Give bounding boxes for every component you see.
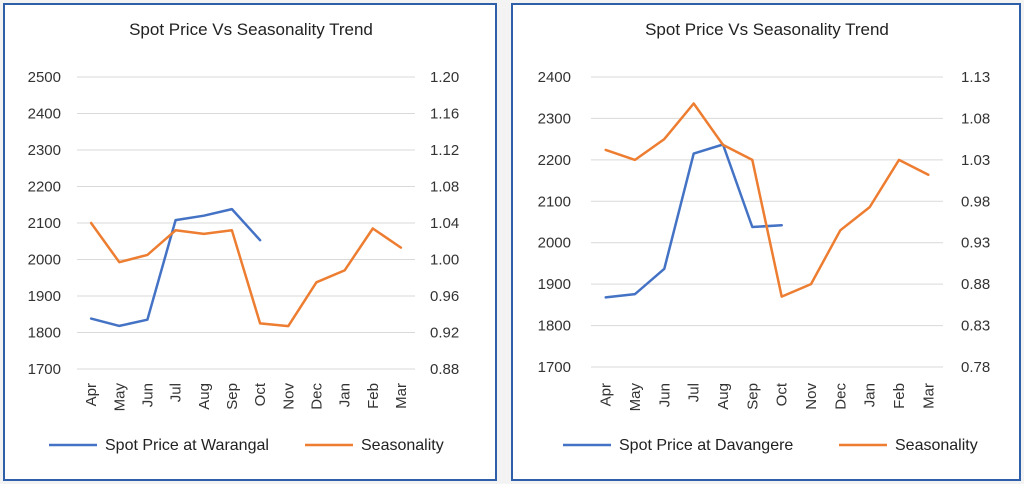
x-axis-tick-label: Oct [252,382,269,406]
x-axis-tick-label: Aug [196,383,213,410]
left-axis-tick-label: 1800 [28,325,61,342]
left-axis-tick-label: 2000 [28,252,61,269]
right-axis-tick-label: 0.96 [430,288,459,305]
x-axis-tick-label: May [111,383,128,412]
right-axis-tick-label: 1.08 [430,179,459,196]
right-axis-tick-label: 0.78 [961,359,990,376]
right-axis-tick-label: 0.98 [961,193,990,210]
left-axis-tick-label: 1700 [538,359,571,376]
x-axis-tick-label: Feb [365,383,382,409]
left-axis-tick-label: 1800 [538,318,571,335]
left-axis-tick-label: 2200 [538,152,571,169]
x-axis-tick-label: Dec [308,383,325,410]
right-axis-tick-label: 1.04 [430,215,459,232]
series-line-spot-price [89,207,262,328]
right-axis-tick-label: 1.20 [430,69,459,86]
x-axis-tick-label: Sep [744,383,761,410]
legend-label: Spot Price at Davangere [619,437,793,454]
chart-panel-davangere: Spot Price Vs Seasonality Trend 1700 1800 1… [511,3,1021,481]
x-axis-tick-label: May [627,383,644,412]
legend-label: Spot Price at Warangal [105,437,269,454]
chart-title: Spot Price Vs Seasonality Trend [129,20,373,39]
x-axis-tick-label: Feb [891,383,908,409]
left-axis-tick-label: 1700 [28,361,61,378]
x-axis-tick-label: Jul [168,383,185,402]
left-axis-tick-label: 2300 [538,110,571,127]
right-axis-tick-label: 1.03 [961,152,990,169]
left-axis-tick-label: 2000 [538,235,571,252]
x-axis-tick-label: Jan [337,383,354,407]
right-axis-tick-label: 0.92 [430,325,459,342]
x-axis-tick-label: Oct [774,382,791,406]
x-axis-tick-label: Jun [656,383,673,407]
x-axis-tick-label: Apr [598,383,615,406]
left-axis-tick-label: 2100 [28,215,61,232]
right-axis-tick-label: 1.12 [430,142,459,159]
x-axis-tick-label: Sep [224,383,241,410]
left-axis-tick-label: 2300 [28,142,61,159]
x-axis-tick-label: Mar [920,383,937,409]
right-axis-tick-label: 0.88 [430,361,459,378]
series-line-seasonality [89,221,403,328]
x-axis-tick-label: Aug [715,383,732,410]
right-axis-tick-label: 0.83 [961,318,990,335]
chart-davangere: Spot Price Vs Seasonality Trend 1700 1800 1… [538,20,991,454]
chart-title: Spot Price Vs Seasonality Trend [645,20,889,39]
right-axis-tick-label: 0.93 [961,235,990,252]
left-axis-tick-label: 2200 [28,179,61,196]
x-axis-tick-label: Apr [83,383,100,406]
x-axis-tick-label: Nov [280,383,297,410]
x-axis-tick-label: Jun [139,383,156,407]
chart-panel-warangal: Spot Price Vs Seasonality Trend 1700 1800 1… [3,3,497,481]
chart-warangal: Spot Price Vs Seasonality Trend 1700 1800 1… [28,20,460,454]
x-axis-tick-label: Nov [803,383,820,410]
right-axis-tick-label: 0.88 [961,276,990,293]
right-axis-tick-label: 1.08 [961,110,990,127]
right-axis-tick-label: 1.16 [430,106,459,123]
left-axis-tick-label: 2500 [28,69,61,86]
x-axis-tick-label: Jan [862,383,879,407]
right-axis-tick-label: 1.00 [430,252,459,269]
left-axis-tick-label: 2400 [28,106,61,123]
left-axis-tick-label: 1900 [538,276,571,293]
series-line-seasonality [604,102,930,298]
x-axis-tick-label: Mar [393,383,410,409]
left-axis-tick-label: 1900 [28,288,61,305]
right-axis-tick-label: 1.13 [961,69,990,86]
left-axis-tick-label: 2100 [538,193,571,210]
legend-label: Seasonality [361,437,444,454]
x-axis-tick-label: Dec [832,383,849,410]
left-axis-tick-label: 2400 [538,69,571,86]
legend-label: Seasonality [895,437,978,454]
series-line-spot-price [604,143,783,299]
x-axis-tick-label: Jul [686,383,703,402]
